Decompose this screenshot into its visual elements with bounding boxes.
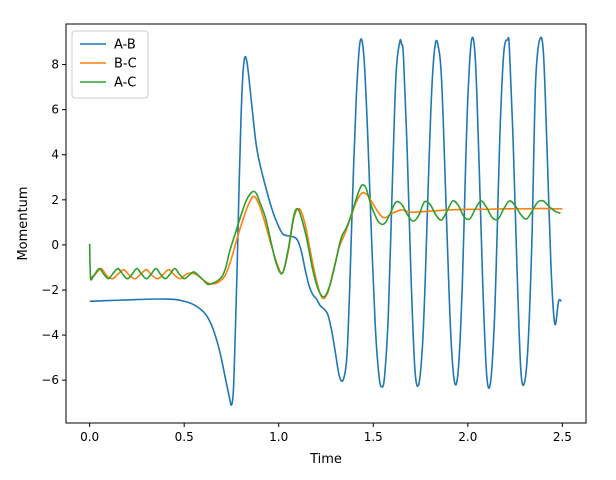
y-axis-ticks: −6 −4 −2 0 2 4 6 8 <box>41 58 66 387</box>
x-tick-label: 0.5 <box>175 430 194 444</box>
legend-label-b-c: B-C <box>114 57 137 72</box>
x-tick-label: 1.0 <box>269 430 288 444</box>
y-tick-label: 2 <box>51 193 59 207</box>
y-axis-label: Momentum <box>16 186 31 260</box>
legend-label-a-c: A-C <box>114 76 136 91</box>
plot-area <box>88 36 563 406</box>
y-tick-label: 4 <box>51 148 59 162</box>
y-tick-label: −2 <box>41 283 59 297</box>
x-tick-label: 2.0 <box>458 430 477 444</box>
series-line-a-b <box>89 36 562 406</box>
x-tick-label: 1.5 <box>364 430 383 444</box>
legend-label-a-b: A-B <box>114 38 136 53</box>
y-tick-label: −4 <box>41 328 59 342</box>
y-tick-label: 0 <box>51 238 59 252</box>
axes-frame <box>65 23 587 424</box>
x-axis-ticks: 0.0 0.5 1.0 1.5 2.0 2.5 <box>80 423 572 444</box>
y-tick-label: 8 <box>51 58 59 72</box>
y-tick-label: −6 <box>41 373 59 387</box>
x-tick-label: 2.5 <box>553 430 572 444</box>
x-tick-label: 0.0 <box>80 430 99 444</box>
legend: A-B B-C A-C <box>71 30 149 99</box>
series-line-a-c <box>88 183 561 298</box>
x-axis-label: Time <box>309 452 342 467</box>
y-tick-label: 6 <box>51 103 59 117</box>
